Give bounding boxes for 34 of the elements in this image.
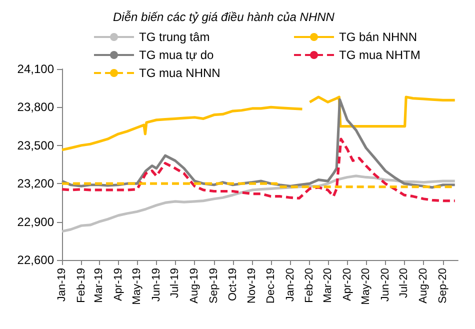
x-tick-label: Nov-19 bbox=[246, 268, 258, 304]
x-tick-label: Sep-19 bbox=[208, 268, 220, 304]
legend-label: TG mua tự do bbox=[139, 48, 214, 62]
x-tick-label: Oct-19 bbox=[226, 268, 239, 302]
x-tick-label: Aug-20 bbox=[418, 268, 430, 304]
x-tick-label: Jul-19 bbox=[169, 268, 182, 298]
legend-label: TG trung tâm bbox=[139, 30, 210, 44]
x-tick-label: Apr-19 bbox=[112, 268, 124, 302]
x-tick-label: Dec-19 bbox=[264, 268, 277, 304]
x-tick-label: Apr-20 bbox=[341, 268, 354, 302]
y-tick-label: 23,500 bbox=[17, 138, 54, 152]
x-tick-label: Jan-20 bbox=[284, 268, 296, 302]
x-tick-label: Aug-19 bbox=[188, 268, 201, 304]
legend-label: TG mua NHNN bbox=[139, 66, 220, 80]
legend-label: TG mua NHTM bbox=[339, 48, 420, 62]
x-tick-label: Jan-19 bbox=[56, 268, 68, 302]
x-tick-label: May-20 bbox=[360, 268, 372, 305]
x-tick-label: Jun-19 bbox=[150, 268, 162, 302]
x-tick-label: Feb-19 bbox=[75, 268, 88, 303]
x-tick-label: Mar-19 bbox=[92, 268, 105, 303]
line-series bbox=[60, 138, 456, 202]
x-tick-label: Jul-20 bbox=[398, 268, 410, 298]
x-tick-label: May-19 bbox=[131, 268, 144, 305]
y-tick-label: 24,100 bbox=[17, 62, 54, 76]
y-tick-label: 22,900 bbox=[17, 214, 54, 229]
x-tick-label: Jun-20 bbox=[379, 268, 392, 302]
y-tick-label: 23,200 bbox=[17, 176, 54, 191]
x-tick-label: Mar-20 bbox=[322, 268, 334, 303]
y-tick-label: 22,600 bbox=[17, 253, 54, 267]
chart-title: Diễn biến các tỷ giá điều hành của NHNN bbox=[113, 10, 335, 24]
legend-label: TG bán NHNN bbox=[339, 30, 418, 44]
y-tick-label: 23,800 bbox=[17, 100, 54, 114]
x-tick-label: Sep-20 bbox=[436, 268, 449, 304]
x-tick-label: Feb-20 bbox=[304, 268, 316, 303]
